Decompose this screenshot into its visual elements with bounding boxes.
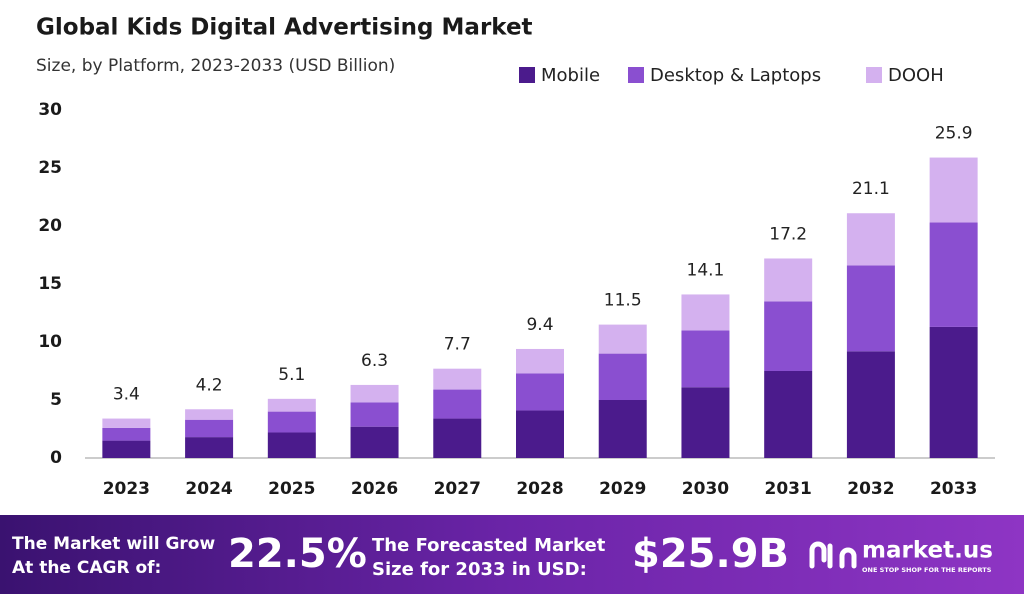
total-label: 5.1 bbox=[278, 365, 305, 385]
x-tick-label: 2029 bbox=[599, 479, 646, 499]
bar-segment bbox=[598, 400, 647, 458]
bar-segment bbox=[764, 258, 813, 302]
legend-label: Desktop & Laptops bbox=[650, 65, 821, 86]
forecast-label: The Forecasted Market bbox=[372, 535, 606, 556]
bar-segment bbox=[185, 437, 234, 458]
bar-segment bbox=[764, 371, 813, 458]
bar-segment bbox=[350, 384, 399, 403]
bar-segment bbox=[102, 440, 151, 458]
total-label: 3.4 bbox=[113, 385, 140, 405]
chart-title: Global Kids Digital Advertising Market bbox=[36, 15, 533, 41]
y-tick-label: 10 bbox=[38, 332, 62, 352]
x-tick-label: 2026 bbox=[351, 479, 398, 499]
x-tick-label: 2032 bbox=[847, 479, 894, 499]
bar-segment bbox=[764, 301, 813, 371]
y-tick-label: 30 bbox=[38, 100, 62, 120]
x-tick-label: 2033 bbox=[930, 479, 977, 499]
legend-swatch bbox=[628, 67, 644, 83]
bar-segment bbox=[681, 294, 730, 331]
bar-segment bbox=[102, 427, 151, 441]
brand-logo bbox=[809, 541, 857, 569]
bar-segment bbox=[185, 419, 234, 438]
x-tick-label: 2028 bbox=[516, 479, 563, 499]
cagr-value: 22.5% bbox=[228, 531, 367, 577]
x-tick-label: 2027 bbox=[434, 479, 481, 499]
total-label: 11.5 bbox=[604, 291, 642, 311]
bar-segment bbox=[185, 409, 234, 420]
bar-segment bbox=[516, 348, 564, 374]
legend-label: Mobile bbox=[541, 65, 600, 86]
legend-swatch bbox=[519, 67, 535, 83]
total-label: 4.2 bbox=[196, 375, 223, 395]
y-tick-label: 0 bbox=[50, 448, 62, 468]
x-tick-label: 2025 bbox=[268, 479, 315, 499]
legend-swatch bbox=[866, 67, 882, 83]
x-tick-label: 2031 bbox=[765, 479, 812, 499]
bar-segment bbox=[598, 324, 647, 354]
total-label: 9.4 bbox=[526, 315, 553, 335]
total-label: 7.7 bbox=[444, 335, 471, 355]
bar-segment bbox=[433, 418, 482, 458]
forecast-label: Size for 2033 in USD: bbox=[372, 559, 587, 580]
tagline: ONE STOP SHOP FOR THE REPORTS bbox=[862, 566, 992, 574]
y-tick-label: 20 bbox=[38, 216, 62, 236]
brand: market.us bbox=[862, 538, 993, 564]
chart-subtitle: Size, by Platform, 2023-2033 (USD Billio… bbox=[36, 56, 395, 76]
y-tick-label: 25 bbox=[38, 158, 62, 178]
bar-segment bbox=[846, 351, 895, 458]
bar-segment bbox=[846, 265, 895, 352]
bar-segment bbox=[102, 418, 151, 428]
bar-segment bbox=[929, 222, 978, 327]
x-tick-label: 2023 bbox=[103, 479, 150, 499]
total-label: 21.1 bbox=[852, 179, 890, 199]
legend-label: DOOH bbox=[888, 65, 944, 86]
bar-segment bbox=[516, 410, 564, 458]
bar-segment bbox=[267, 411, 316, 433]
x-tick-label: 2024 bbox=[185, 479, 232, 499]
bar-segment bbox=[681, 387, 730, 458]
bar-segment bbox=[350, 426, 399, 458]
bar-segment bbox=[598, 353, 647, 400]
bar-segment bbox=[516, 373, 564, 411]
total-label: 25.9 bbox=[935, 124, 973, 144]
total-label: 14.1 bbox=[687, 260, 725, 280]
bar-segment bbox=[433, 389, 482, 419]
x-tick-label: 2030 bbox=[682, 479, 729, 499]
bar-segment bbox=[267, 398, 316, 412]
bar-segment bbox=[433, 368, 482, 390]
bar-segment bbox=[267, 432, 316, 458]
bar-segment bbox=[350, 402, 399, 427]
y-tick-label: 5 bbox=[50, 390, 62, 410]
total-label: 6.3 bbox=[361, 351, 388, 371]
bar-segment bbox=[929, 157, 978, 223]
cagr-label: The Market will Grow bbox=[12, 534, 215, 554]
y-tick-label: 15 bbox=[38, 274, 62, 294]
cagr-label: At the CAGR of: bbox=[12, 558, 161, 578]
bar-segment bbox=[846, 213, 895, 266]
bar-segment bbox=[929, 326, 978, 458]
total-label: 17.2 bbox=[769, 224, 807, 244]
bar-segment bbox=[681, 330, 730, 388]
forecast-value: $25.9B bbox=[632, 531, 789, 577]
footer: The Market will Grow At the CAGR of: 22.… bbox=[12, 531, 993, 580]
